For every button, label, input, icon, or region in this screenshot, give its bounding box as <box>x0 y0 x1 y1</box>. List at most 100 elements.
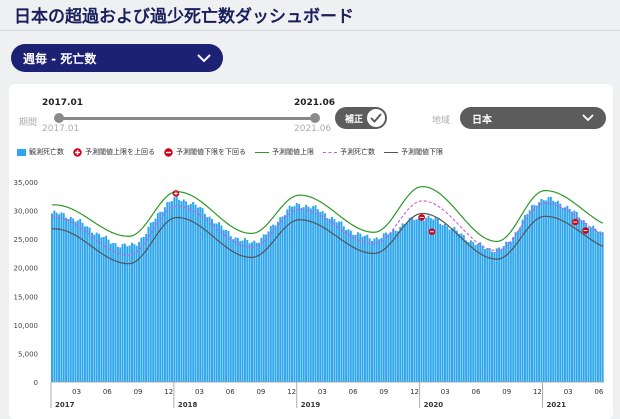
expected-deaths-line <box>52 200 604 256</box>
observed-bar <box>215 223 218 382</box>
check-icon <box>367 109 385 127</box>
observed-bar <box>152 222 155 382</box>
period-label: 期間 <box>19 118 38 128</box>
legend-expected[interactable]: 予測死亡数 <box>323 147 375 157</box>
observed-bar <box>566 205 569 382</box>
observed-bar <box>309 208 312 382</box>
observed-bar <box>495 248 498 382</box>
period-slider-start-handle[interactable] <box>54 113 64 123</box>
observed-bar <box>76 220 79 382</box>
observed-bar <box>208 216 211 382</box>
observed-bar <box>326 218 329 382</box>
observed-bar <box>347 229 350 382</box>
observed-bar <box>568 208 571 382</box>
observed-bar <box>116 246 119 382</box>
y-tick-label: 35,000 <box>14 179 39 187</box>
observed-bar <box>189 203 192 382</box>
x-tick-label: 03 <box>72 388 81 396</box>
observed-bar <box>519 227 522 382</box>
legend-observed[interactable]: 観測死亡数 <box>17 147 64 157</box>
observed-bar <box>192 201 195 382</box>
observed-bar <box>507 241 510 382</box>
observed-bar <box>316 209 319 382</box>
observed-bar <box>371 240 373 382</box>
observed-bar <box>269 225 272 382</box>
observed-bar <box>251 242 253 382</box>
observed-bar <box>283 215 286 382</box>
period-slider-track <box>58 117 318 120</box>
observed-bar <box>187 204 190 382</box>
region-select[interactable]: 日本 <box>460 107 606 129</box>
observed-bar <box>373 238 376 382</box>
legend-above[interactable]: 予測閾値上限を上回る <box>73 147 155 157</box>
x-tick-label: 06 <box>226 388 235 396</box>
observed-bar <box>243 237 246 382</box>
x-tick-label: 09 <box>134 388 143 396</box>
x-tick-label: 03 <box>441 388 450 396</box>
observed-bar <box>601 232 604 382</box>
metric-select[interactable]: 週毎 - 死亡数 <box>11 44 223 72</box>
observed-bar <box>241 240 244 382</box>
observed-bar <box>425 217 428 382</box>
observed-bar <box>582 220 585 382</box>
observed-bar <box>206 217 209 382</box>
observed-bar <box>69 216 72 382</box>
observed-bar <box>575 211 578 382</box>
observed-bar <box>411 217 413 382</box>
observed-bar <box>279 217 282 382</box>
observed-bar <box>62 213 65 382</box>
observed-bar <box>458 233 461 382</box>
observed-bar <box>359 233 362 382</box>
observed-bar <box>516 230 519 382</box>
observed-bar <box>385 232 388 382</box>
legend-upper[interactable]: 予測閾値上限 <box>255 147 314 157</box>
threshold-lines <box>52 185 604 265</box>
legend-swatch-bar <box>17 148 26 156</box>
observed-bar <box>418 216 421 382</box>
observed-bar <box>203 213 206 382</box>
observed-bar <box>469 240 472 382</box>
observed-bar <box>194 204 197 382</box>
observed-bar <box>218 222 221 382</box>
observed-bar <box>234 237 237 382</box>
observed-bar <box>260 237 263 382</box>
observed-bar <box>556 200 559 382</box>
x-tick-label: 06 <box>594 388 603 396</box>
observed-bar <box>86 226 89 382</box>
observed-bar <box>291 206 293 382</box>
observed-bar <box>552 200 555 382</box>
observed-bar <box>258 242 261 382</box>
observed-bar <box>352 234 355 382</box>
observed-bar <box>135 245 138 382</box>
observed-bar <box>453 226 456 382</box>
observed-bar <box>443 223 446 382</box>
observed-bar <box>439 223 442 382</box>
adjust-label: 補正 <box>345 114 364 125</box>
observed-bar <box>342 226 345 382</box>
observed-bar <box>479 242 482 382</box>
legend-lower[interactable]: 予測閾値下限 <box>384 147 443 157</box>
observed-bar <box>288 205 291 382</box>
observed-bar <box>436 218 439 382</box>
observed-bar <box>105 235 108 382</box>
observed-bar <box>378 239 381 382</box>
observed-bar <box>74 221 77 382</box>
observed-bar <box>227 231 230 382</box>
observed-bar <box>596 232 599 382</box>
period-slider-end-handle[interactable] <box>310 113 320 123</box>
observed-bar <box>72 218 75 382</box>
observed-bar <box>448 229 451 382</box>
observed-bar <box>333 219 336 382</box>
observed-bar <box>100 237 103 382</box>
x-tick-label: 12 <box>533 388 542 396</box>
legend-below[interactable]: 予測閾値下限を下回る <box>164 147 246 157</box>
observed-bar <box>488 248 491 382</box>
observed-bar <box>229 236 232 382</box>
adjust-toggle[interactable]: 補正 <box>335 107 387 129</box>
observed-bar <box>145 234 148 382</box>
observed-bar <box>114 243 117 382</box>
observed-bar <box>178 199 181 382</box>
observed-bar <box>175 196 178 382</box>
x-tick-label: 06 <box>349 388 358 396</box>
observed-bar <box>109 243 112 382</box>
